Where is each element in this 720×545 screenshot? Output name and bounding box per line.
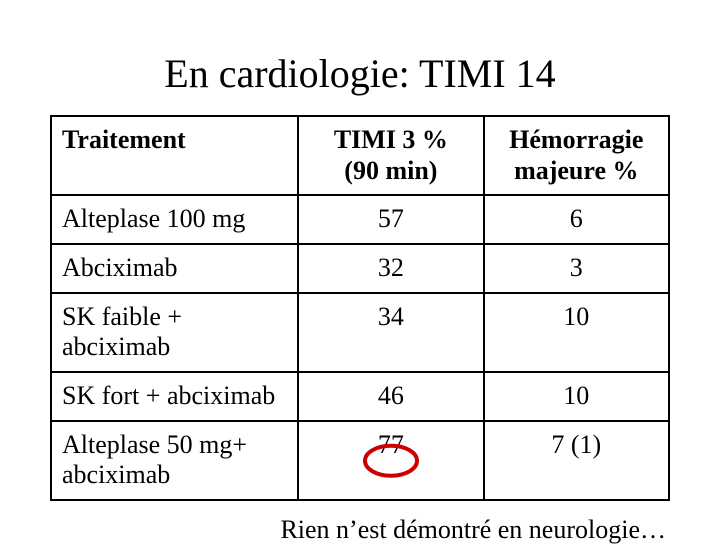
cell-timi3: 34 bbox=[298, 293, 483, 372]
cell-hemorrhage: 6 bbox=[484, 195, 669, 244]
cell-timi3-value: 77 bbox=[378, 430, 404, 459]
table-row: Alteplase 100 mg 57 6 bbox=[51, 195, 669, 244]
table-row: SK fort + abciximab 46 10 bbox=[51, 372, 669, 421]
col-header-timi3: TIMI 3 % (90 min) bbox=[298, 116, 483, 195]
cell-treatment: Alteplase 50 mg+ abciximab bbox=[51, 421, 298, 500]
cell-treatment-line1: Alteplase 50 mg+ bbox=[62, 430, 247, 459]
cell-treatment: Abciximab bbox=[51, 244, 298, 293]
col-header-hem-line1: Hémorragie bbox=[509, 125, 643, 154]
table-row: SK faible + abciximab 34 10 bbox=[51, 293, 669, 372]
col-header-timi3-line2: (90 min) bbox=[344, 156, 437, 185]
cell-treatment: SK fort + abciximab bbox=[51, 372, 298, 421]
data-table: Traitement TIMI 3 % (90 min) Hémorragie … bbox=[50, 115, 670, 501]
cell-treatment-line2: abciximab bbox=[62, 460, 170, 489]
cell-hemorrhage: 10 bbox=[484, 293, 669, 372]
table-row: Alteplase 50 mg+ abciximab 77 7 (1) bbox=[51, 421, 669, 500]
cell-timi3: 57 bbox=[298, 195, 483, 244]
col-header-timi3-line1: TIMI 3 % bbox=[334, 125, 448, 154]
cell-timi3: 32 bbox=[298, 244, 483, 293]
cell-hemorrhage: 10 bbox=[484, 372, 669, 421]
col-header-hem-line2: majeure % bbox=[514, 156, 638, 185]
col-header-treatment: Traitement bbox=[51, 116, 298, 195]
cell-timi3: 46 bbox=[298, 372, 483, 421]
footer-note: Rien n’est démontré en neurologie… bbox=[50, 515, 670, 545]
col-header-hemorrhage: Hémorragie majeure % bbox=[484, 116, 669, 195]
slide: En cardiologie: TIMI 14 Traitement TIMI … bbox=[0, 0, 720, 540]
cell-treatment: SK faible + abciximab bbox=[51, 293, 298, 372]
cell-timi3-highlighted: 77 bbox=[298, 421, 483, 500]
table-row: Abciximab 32 3 bbox=[51, 244, 669, 293]
table-header-row: Traitement TIMI 3 % (90 min) Hémorragie … bbox=[51, 116, 669, 195]
cell-hemorrhage: 3 bbox=[484, 244, 669, 293]
cell-hemorrhage: 7 (1) bbox=[484, 421, 669, 500]
slide-title: En cardiologie: TIMI 14 bbox=[50, 50, 670, 97]
cell-treatment: Alteplase 100 mg bbox=[51, 195, 298, 244]
